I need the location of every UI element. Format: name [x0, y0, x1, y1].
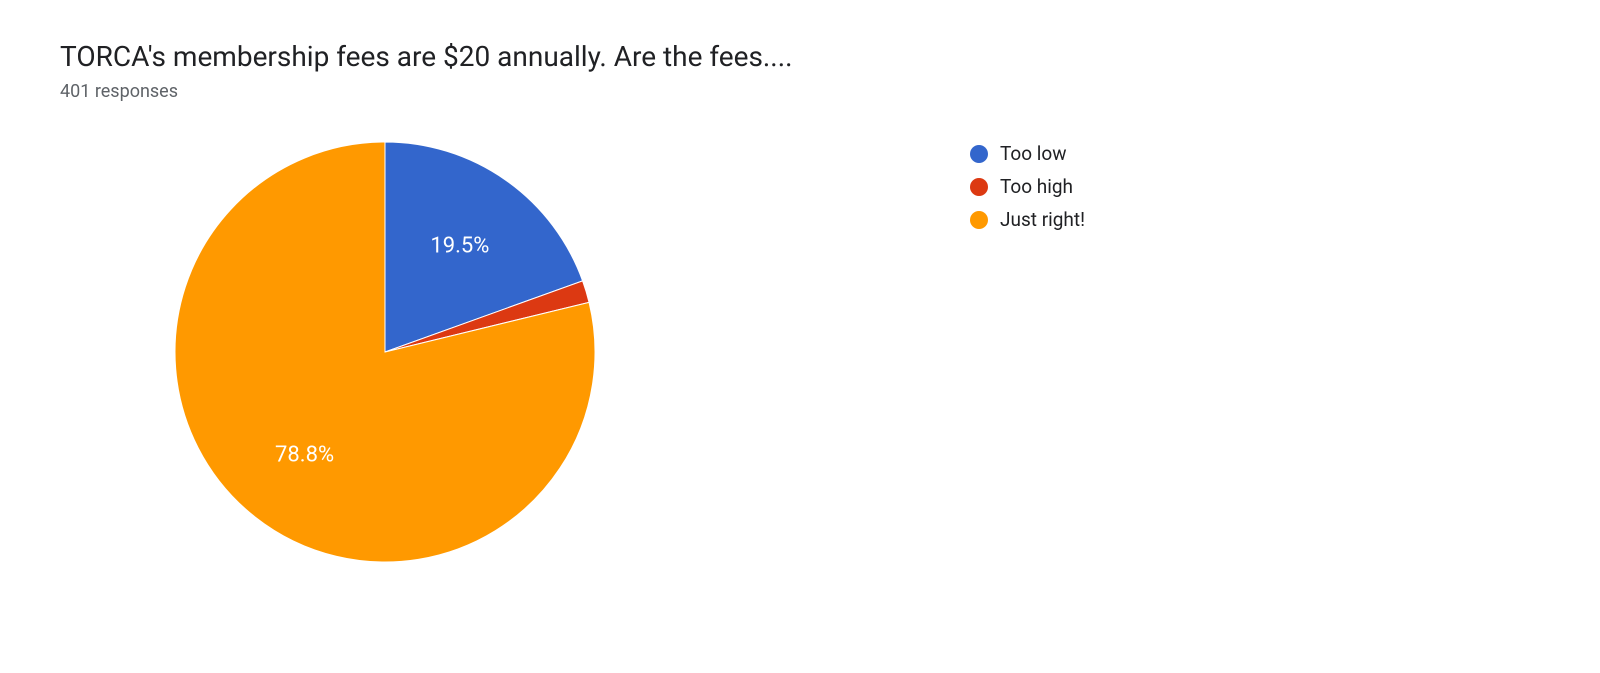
- slice-label: 19.5%: [430, 233, 489, 258]
- legend-item[interactable]: Too high: [970, 175, 1085, 198]
- pie-wrap: 19.5% 78.8%: [60, 132, 710, 572]
- legend-label: Too high: [1000, 175, 1073, 198]
- legend-swatch: [970, 145, 988, 163]
- legend-label: Just right!: [1000, 208, 1085, 231]
- chart-area: 19.5% 78.8% Too low Too high Just right!: [60, 132, 1540, 572]
- legend-label: Too low: [1000, 142, 1067, 165]
- legend-swatch: [970, 178, 988, 196]
- legend-item[interactable]: Just right!: [970, 208, 1085, 231]
- pie-chart: 19.5% 78.8%: [165, 132, 605, 572]
- legend: Too low Too high Just right!: [970, 142, 1085, 241]
- response-count: 401 responses: [60, 81, 1540, 102]
- chart-title: TORCA's membership fees are $20 annually…: [60, 40, 1540, 73]
- slice-label: 78.8%: [275, 442, 334, 467]
- legend-item[interactable]: Too low: [970, 142, 1085, 165]
- legend-swatch: [970, 211, 988, 229]
